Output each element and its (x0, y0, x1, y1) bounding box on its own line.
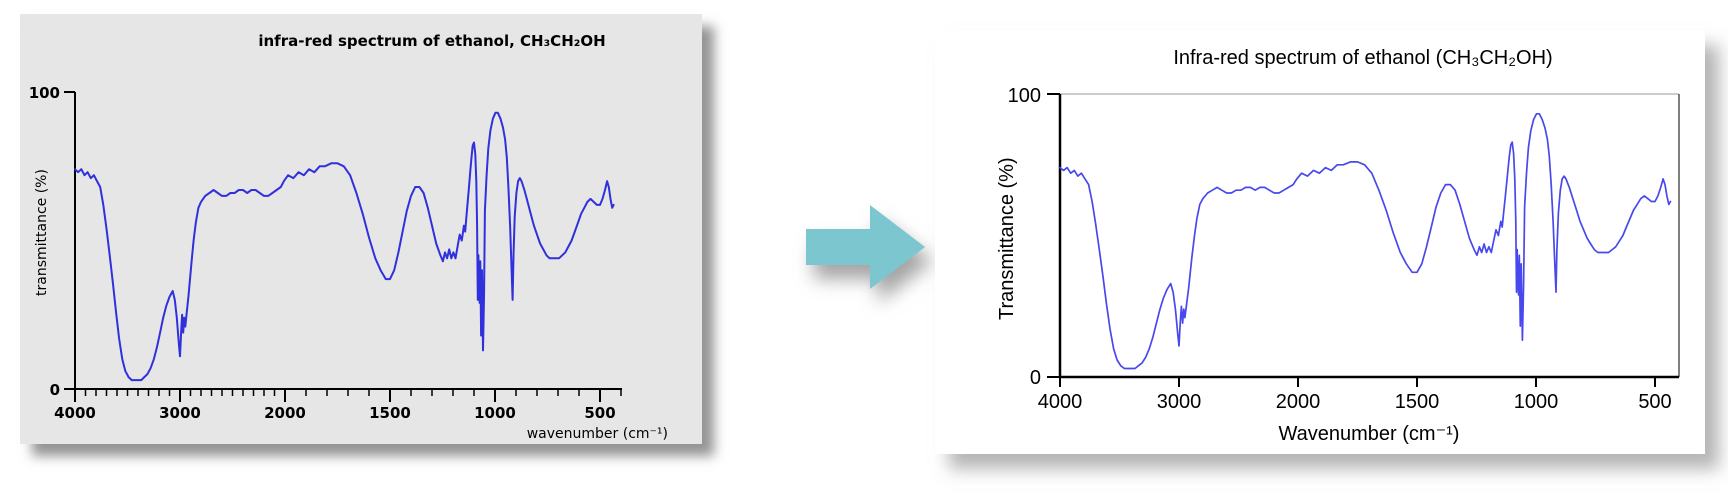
x-tick-label: 500 (1638, 391, 1671, 413)
left-y-axis-label: transmittance (%) (34, 169, 50, 296)
x-tick-label: 1000 (474, 404, 516, 422)
x-tick-label: 1000 (1514, 391, 1559, 413)
x-tick-label: 500 (584, 404, 615, 422)
left-chart-panel: infra-red spectrum of ethanol, CH₃CH₂OH … (20, 14, 702, 444)
x-tick-label: 2000 (1276, 391, 1321, 413)
left-x-axis-label: wavenumber (cm⁻¹) (527, 426, 668, 442)
left-chart-title: infra-red spectrum of ethanol, CH₃CH₂OH (258, 32, 605, 50)
left-spectrum-curve (74, 111, 615, 382)
right-x-ticks (1059, 377, 1656, 387)
right-chart-panel: Infra-red spectrum of ethanol (CH₃CH₂OH)… (935, 30, 1705, 454)
right-x-axis-label: Wavenumber (cm⁻¹) (1279, 423, 1460, 445)
right-y-axis-label: Transmittance (%) (996, 157, 1018, 320)
right-y-tick-label-0: 0 (1030, 367, 1041, 389)
right-arrow-icon (806, 205, 925, 289)
x-tick-label: 1500 (369, 404, 411, 422)
x-tick-label: 3000 (1157, 391, 1202, 413)
right-chart-title: Infra-red spectrum of ethanol (CH₃CH₂OH) (1173, 47, 1552, 69)
x-tick-label: 2000 (264, 404, 306, 422)
right-spectrum-curve (1059, 112, 1672, 370)
left-y-tick-label-0: 0 (50, 381, 60, 399)
right-chart: Infra-red spectrum of ethanol (CH₃CH₂OH)… (996, 47, 1680, 445)
x-tick-label: 3000 (159, 404, 201, 422)
x-tick-label: 4000 (1038, 391, 1083, 413)
right-y-tick-label-100: 100 (1008, 85, 1041, 107)
x-tick-label: 1500 (1395, 391, 1440, 413)
arrow-polygon (806, 205, 925, 289)
transform-arrow (806, 196, 928, 298)
x-tick-label: 4000 (54, 404, 96, 422)
left-x-ticks (74, 389, 622, 402)
left-x-tick-labels: 4000 3000 2000 1500 1000 500 (54, 404, 616, 422)
left-y-tick-label-100: 100 (29, 84, 60, 102)
right-x-tick-labels: 4000 3000 2000 1500 1000 500 (1038, 391, 1672, 413)
left-chart: infra-red spectrum of ethanol, CH₃CH₂OH … (29, 32, 668, 442)
